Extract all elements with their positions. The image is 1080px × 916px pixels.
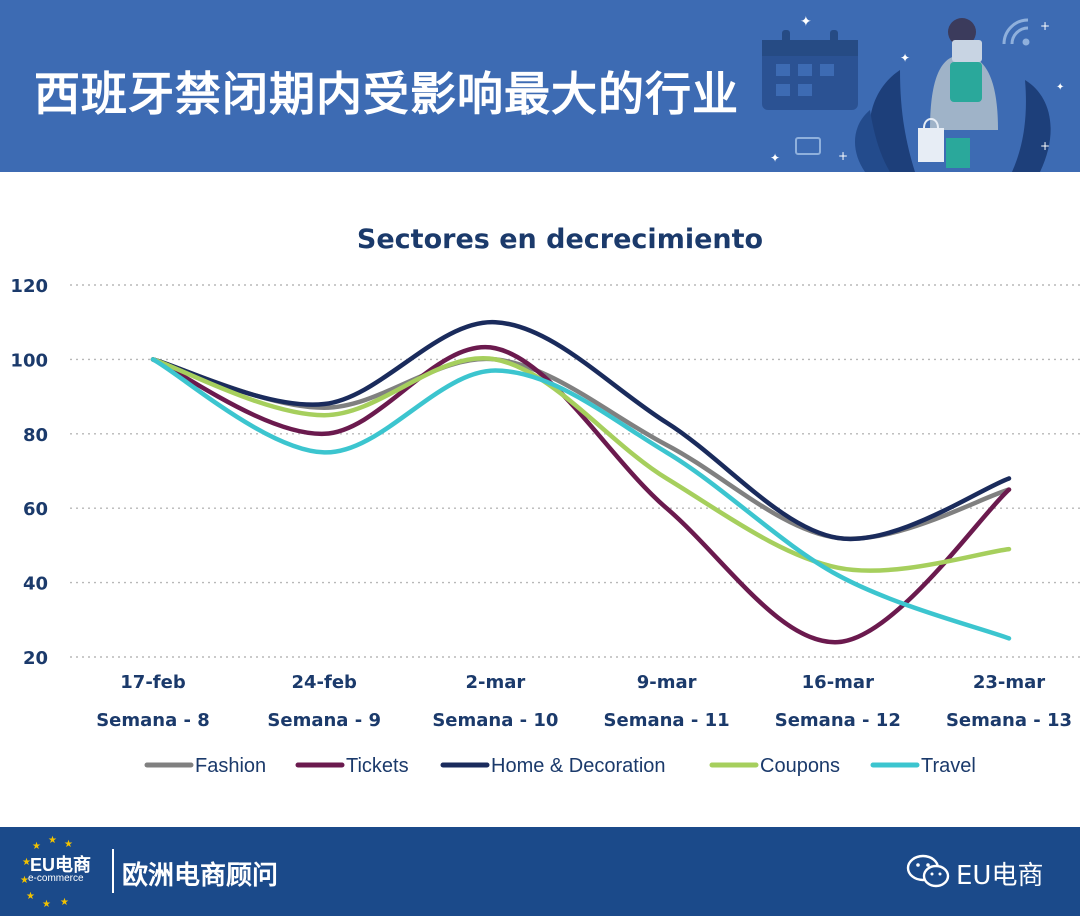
x-subtick-label: Semana - 13 xyxy=(946,710,1072,731)
svg-text:+: + xyxy=(1040,139,1050,153)
y-tick-label: 80 xyxy=(23,425,48,446)
series-line-home-decoration xyxy=(150,319,1012,542)
y-axis-ticks: 20 40 60 80 100 120 xyxy=(10,276,48,669)
legend-label-travel: Travel xyxy=(921,755,976,777)
legend-label-coupons: Coupons xyxy=(760,755,840,777)
x-subtick-label: Semana - 11 xyxy=(604,710,730,731)
x-tick-label: 9-mar xyxy=(637,672,697,693)
x-subtick-label: Semana - 12 xyxy=(775,710,901,731)
svg-text:★: ★ xyxy=(60,897,69,908)
logo-text: EU电商 xyxy=(30,855,92,875)
x-subtick-label: Semana - 9 xyxy=(267,710,381,731)
svg-text:✦: ✦ xyxy=(800,14,812,30)
chart-title: Sectores en decrecimiento xyxy=(357,224,763,255)
x-tick-label: 23-mar xyxy=(973,672,1045,693)
svg-text:★: ★ xyxy=(22,857,31,868)
svg-text:✦: ✦ xyxy=(1056,82,1064,93)
svg-text:★: ★ xyxy=(42,899,51,909)
logo-subtext: e-commerce xyxy=(28,873,84,884)
x-subtick-label: Semana - 8 xyxy=(96,710,210,731)
eu-stars-logo: ★★ ★ ★★★ ★ ★ xyxy=(20,835,73,909)
svg-text:★: ★ xyxy=(64,839,73,850)
x-tick-label: 24-feb xyxy=(291,672,357,693)
line-chart: Sectores en decrecimiento 20 40 60 80 100 120… xyxy=(10,224,1080,777)
wechat-account: EU电商 xyxy=(956,861,1044,891)
y-tick-label: 60 xyxy=(23,499,48,520)
chart-container: Sectores en decrecimiento 20 40 60 80 100 120… xyxy=(0,172,1080,827)
shopping-illustration-icon: ✦ ✦ + ✦ + + ✦ xyxy=(762,14,1064,172)
x-tick-label: 2-mar xyxy=(466,672,526,693)
series-line-coupons xyxy=(150,356,1012,573)
svg-text:+: + xyxy=(838,149,848,163)
svg-text:★: ★ xyxy=(32,841,41,852)
footer-bar: ★ ★ ★ ★ ★ ★ ★ ★ EU电商 e-commerce 欧洲电商顾问 EU电商 xyxy=(0,827,1080,916)
legend-label-fashion: Fashion xyxy=(195,755,266,777)
svg-text:★: ★ xyxy=(20,875,29,886)
svg-text:✦: ✦ xyxy=(900,51,910,65)
y-tick-label: 100 xyxy=(10,350,48,371)
x-tick-label: 16-mar xyxy=(802,672,874,693)
wechat-icon xyxy=(906,854,950,888)
legend-label-tickets: Tickets xyxy=(346,755,409,777)
series-line-travel xyxy=(150,357,1012,641)
y-tick-label: 120 xyxy=(10,276,48,297)
legend: Fashion Tickets Home & Decoration Coupons Tr… xyxy=(144,755,976,777)
calendar-icon xyxy=(762,30,858,110)
series-line-fashion xyxy=(150,356,1012,541)
header-banner: 西班牙禁闭期内受影响最大的行业 xyxy=(0,0,1080,172)
x-axis-ticks: 17-feb Semana - 8 24-feb Semana - 9 2-mar Sem… xyxy=(96,672,1072,731)
page-title: 西班牙禁闭期内受影响最大的行业 xyxy=(34,67,739,121)
company-name: 欧洲电商顾问 xyxy=(122,861,279,891)
footer-divider xyxy=(112,849,114,893)
svg-text:★: ★ xyxy=(48,835,57,846)
y-tick-label: 40 xyxy=(23,574,48,595)
x-tick-label: 17-feb xyxy=(120,672,186,693)
legend-label-home-decoration: Home & Decoration xyxy=(491,755,666,777)
wifi-icon xyxy=(1002,18,1030,46)
y-tick-label: 20 xyxy=(23,648,48,669)
svg-text:✦: ✦ xyxy=(770,151,780,165)
series-lines xyxy=(150,319,1012,645)
series-line-tickets xyxy=(150,344,1012,645)
svg-text:+: + xyxy=(1040,19,1050,33)
grid-lines xyxy=(70,284,1080,658)
x-subtick-label: Semana - 10 xyxy=(432,710,558,731)
shopping-bag-icon xyxy=(918,118,970,168)
svg-text:★: ★ xyxy=(26,891,35,902)
